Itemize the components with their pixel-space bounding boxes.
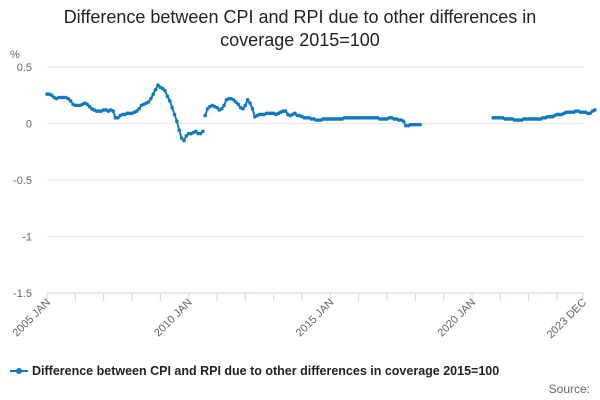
legend-swatch-dot — [16, 368, 22, 374]
data-point — [170, 105, 174, 110]
data-point — [137, 107, 141, 111]
data-point — [236, 102, 241, 107]
data-point — [231, 97, 236, 102]
data-point — [243, 103, 248, 108]
data-point — [175, 119, 179, 124]
data-point — [134, 109, 139, 113]
x-tick-label: 2023 DEC — [545, 297, 589, 341]
data-point — [177, 128, 182, 133]
data-point — [234, 100, 238, 104]
y-axis-labels: 0.5 0 -0.5 -1 -1.5 — [13, 62, 32, 300]
data-point — [182, 138, 186, 143]
data-point — [222, 103, 226, 108]
data-point — [68, 99, 73, 103]
x-axis-labels: 2005 JAN 2010 JAN 2015 JAN 2020 JAN 2023 DEC — [10, 297, 589, 341]
data-point — [149, 96, 153, 101]
data-point — [184, 134, 189, 138]
data-point — [241, 107, 245, 111]
data-point — [593, 108, 597, 112]
chart-title-line-1: Difference between CPI and RPI due to ot… — [63, 7, 537, 27]
y-tick-label: 0 — [26, 119, 32, 131]
data-point — [87, 104, 92, 109]
data-point — [153, 87, 158, 92]
data-point — [167, 99, 172, 103]
data-point — [201, 129, 205, 134]
data-point — [203, 113, 207, 118]
legend-swatch — [10, 366, 28, 376]
data-point — [588, 111, 592, 116]
data-point — [160, 86, 165, 91]
data-point — [401, 119, 406, 124]
data-point — [49, 93, 54, 98]
source-label: Source: — [548, 382, 590, 396]
y-axis-unit-label: % — [10, 49, 20, 61]
data-point — [165, 94, 170, 99]
data-point — [198, 131, 203, 136]
data-point — [172, 112, 177, 117]
data-point — [179, 136, 184, 140]
chart-title-line-2: coverage 2015=100 — [220, 30, 380, 50]
data-point — [215, 105, 219, 110]
data-point — [66, 96, 71, 101]
data-point — [219, 107, 224, 111]
data-point — [151, 92, 156, 96]
data-point — [248, 101, 252, 105]
data-point — [146, 100, 151, 104]
legend[interactable]: Difference between CPI and RPI due to ot… — [10, 364, 499, 378]
x-tick-label: 2010 JAN — [152, 297, 195, 340]
data-point — [250, 107, 255, 111]
legend-label: Difference between CPI and RPI due to ot… — [32, 364, 500, 378]
y-tick-label: -0.5 — [13, 175, 32, 187]
data-point — [245, 97, 250, 102]
series-points — [45, 83, 597, 143]
x-axis-ticks — [46, 293, 584, 301]
data-point — [283, 109, 288, 113]
y-tick-label: -1.5 — [13, 288, 32, 300]
x-tick-label: 2015 JAN — [294, 297, 337, 340]
data-point — [111, 109, 115, 113]
data-point — [205, 107, 210, 111]
chart-title: Difference between CPI and RPI due to ot… — [0, 6, 600, 52]
x-tick-label: 2020 JAN — [435, 297, 478, 340]
data-point — [85, 102, 89, 107]
data-point — [193, 129, 198, 134]
data-point — [116, 116, 120, 120]
grid-lines — [47, 66, 583, 294]
data-point — [156, 83, 160, 87]
data-point — [163, 88, 167, 93]
data-point — [293, 111, 297, 116]
y-tick-label: 0.5 — [17, 62, 32, 74]
x-tick-label: 2005 JAN — [10, 297, 53, 340]
y-tick-label: -1 — [22, 232, 32, 244]
data-point — [418, 122, 422, 127]
